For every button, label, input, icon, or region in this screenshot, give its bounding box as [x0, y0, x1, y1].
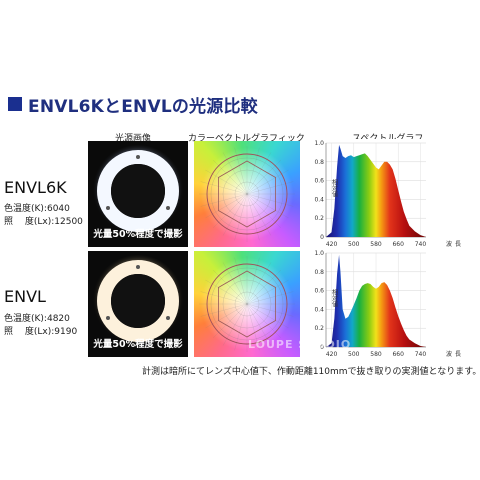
x-tick-label: 420 [326, 351, 338, 358]
polar-grid-ring [222, 169, 272, 219]
y-tick-label: 0.2 [314, 215, 324, 222]
polar-grid-ring [210, 157, 284, 231]
y-tick-label: 0.4 [314, 306, 324, 313]
watermark: LOUPE STUDIO [248, 338, 352, 351]
photo-caption-envl: 光量50%程度で撮影 [93, 339, 183, 350]
model-name-envl: ENVL [4, 287, 46, 306]
page-title: ENVL6KとENVLの光源比較 [28, 97, 258, 117]
x-axis-label: 波長 [446, 350, 464, 358]
x-tick-label: 660 [392, 241, 404, 248]
column-header-photo: 光源画像 [115, 134, 152, 144]
color-temp-envl: 色温度(K):4820 [4, 314, 70, 324]
y-tick-label: 1.0 [314, 250, 324, 257]
polar-grid-ring [234, 181, 260, 207]
gamut-hexagon [217, 270, 276, 338]
polar-grid-spoke [205, 169, 248, 195]
y-tick-label: 0 [320, 344, 324, 351]
polar-grid-spoke [205, 193, 248, 219]
gamut-hexagon [217, 160, 276, 228]
model-name-envl6k: ENVL6K [4, 178, 67, 197]
spectrum-area [326, 144, 426, 237]
footnote: 計測は暗所にてレンズ中心値下、作動距離110mmで抜き取りの実測値となります。 [142, 367, 480, 377]
x-tick-label: 420 [326, 241, 338, 248]
ring-light-image [92, 145, 184, 237]
polar-grid-spoke [246, 193, 289, 219]
polar-grid-spoke [246, 169, 289, 195]
gamut-circle [206, 153, 288, 235]
x-axis-label: 波長 [446, 240, 464, 248]
polar-grid-spoke [205, 279, 248, 305]
spectrum-graph-envl: 0 0.2 0.4 0.6 0.8 1.0 420 500 580 660 740 相対値波長 [312, 249, 472, 361]
polar-grid-ring [234, 291, 260, 317]
polar-grid-spoke [246, 279, 289, 305]
x-tick-label: 580 [370, 241, 382, 248]
polar-grid-ring [210, 267, 284, 341]
y-axis-label: 相対値 [331, 288, 338, 308]
color-vector-diagram [199, 146, 295, 242]
light-photo-envl: 光量50%程度で撮影 [88, 251, 188, 357]
x-tick-label: 740 [415, 241, 427, 248]
photo-caption-envl6k: 光量50%程度で撮影 [93, 229, 183, 240]
polar-grid-ring [222, 279, 272, 329]
x-tick-label: 740 [415, 351, 427, 358]
spectrum-graph-envl6k: 0 0.2 0.4 0.6 0.8 1.0 420 500 580 660 740 相対値波長 [312, 139, 472, 251]
y-tick-label: 1.0 [314, 140, 324, 147]
title-bullet [8, 97, 22, 111]
color-vector-diagram [199, 256, 295, 352]
spectrum-area [326, 254, 426, 347]
illuminance-envl6k: 照 度(Lx):12500 [4, 217, 83, 227]
y-axis-label: 相対値 [331, 178, 338, 198]
x-tick-label: 500 [348, 351, 360, 358]
x-tick-label: 660 [392, 351, 404, 358]
y-tick-label: 0.6 [314, 288, 324, 295]
y-tick-label: 0.8 [314, 159, 324, 166]
color-temp-envl6k: 色温度(K):6040 [4, 204, 70, 214]
color-vector-graphic-envl6k [194, 141, 300, 247]
y-tick-label: 0 [320, 234, 324, 241]
y-tick-label: 0.6 [314, 178, 324, 185]
y-tick-label: 0.8 [314, 269, 324, 276]
polar-grid-spoke [205, 303, 248, 329]
column-header-color-graphic: カラーベクトルグラフィック [188, 134, 305, 144]
x-tick-label: 580 [370, 351, 382, 358]
x-tick-label: 500 [348, 241, 360, 248]
y-tick-label: 0.2 [314, 325, 324, 332]
color-vector-graphic-envl [194, 251, 300, 357]
polar-grid-spoke [246, 303, 289, 329]
gamut-circle [206, 263, 288, 345]
illuminance-envl: 照 度(Lx):9190 [4, 327, 78, 337]
ring-light-image [92, 255, 184, 347]
y-tick-label: 0.4 [314, 196, 324, 203]
light-photo-envl6k: 光量50%程度で撮影 [88, 141, 188, 247]
